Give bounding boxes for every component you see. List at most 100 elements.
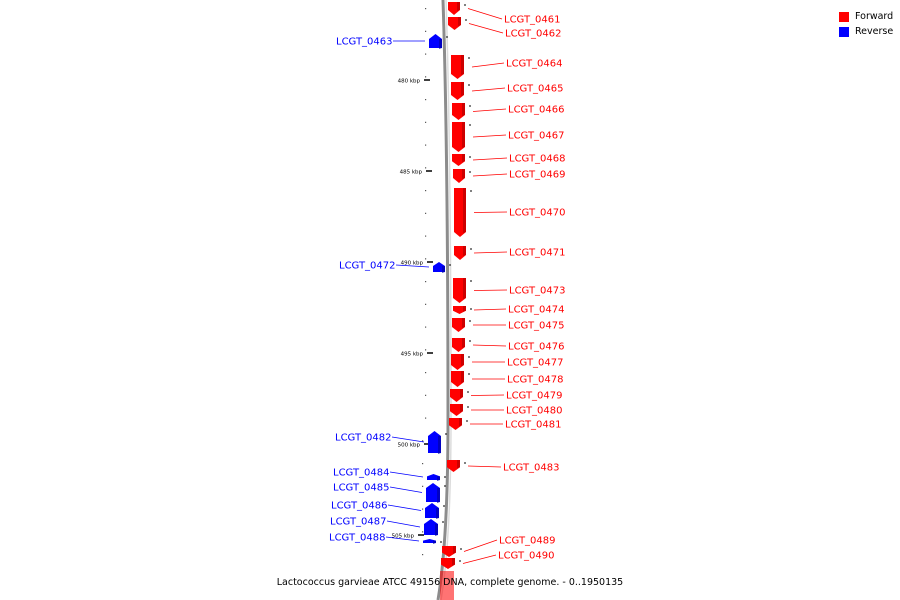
- gene-lcgt-0461[interactable]: LCGT_0461: [448, 2, 561, 26]
- gene-label[interactable]: LCGT_0484: [333, 468, 390, 479]
- gene-leader-line: [386, 520, 421, 528]
- gene-arrow[interactable]: [427, 474, 440, 480]
- gene-lcgt-0470[interactable]: LCGT_0470: [454, 188, 566, 237]
- gene-label[interactable]: LCGT_0490: [498, 551, 555, 562]
- gene-lcgt-0488[interactable]: LCGT_0488: [329, 533, 442, 545]
- gene-arrow[interactable]: [451, 55, 464, 79]
- gene-lcgt-0485[interactable]: LCGT_0485: [333, 483, 446, 504]
- gene-label[interactable]: LCGT_0488: [329, 533, 386, 544]
- gene-lcgt-0475[interactable]: LCGT_0475: [452, 318, 565, 332]
- gene-label[interactable]: LCGT_0480: [506, 406, 563, 417]
- gene-label[interactable]: LCGT_0474: [508, 305, 565, 316]
- gene-lcgt-0466[interactable]: LCGT_0466: [452, 103, 565, 120]
- gene-leader-line: [387, 504, 422, 511]
- gene-label[interactable]: LCGT_0481: [505, 420, 562, 431]
- gene-lcgt-0477[interactable]: LCGT_0477: [451, 354, 564, 370]
- gene-arrow[interactable]: [453, 278, 466, 303]
- gene-label[interactable]: LCGT_0489: [499, 536, 556, 547]
- gene-lcgt-0472[interactable]: LCGT_0472: [339, 261, 451, 274]
- gene-lcgt-0474[interactable]: LCGT_0474: [453, 305, 565, 316]
- gene-label[interactable]: LCGT_0470: [509, 208, 566, 219]
- gene-arrow[interactable]: [428, 431, 441, 453]
- gene-arrow[interactable]: [452, 122, 465, 152]
- gene-label[interactable]: LCGT_0472: [339, 261, 396, 272]
- gene-lcgt-0484[interactable]: LCGT_0484: [333, 468, 446, 482]
- gene-lcgt-0478[interactable]: LCGT_0478: [451, 371, 564, 387]
- gene-arrow[interactable]: [450, 389, 463, 402]
- gene-arrow-shade: [435, 524, 438, 536]
- minor-tick: [425, 53, 427, 55]
- gene-arrow[interactable]: [450, 404, 463, 416]
- minor-tick: [422, 554, 424, 556]
- gene-lcgt-0489[interactable]: LCGT_0489: [442, 536, 556, 558]
- gene-lcgt-0479[interactable]: LCGT_0479: [450, 389, 563, 402]
- gene-label[interactable]: LCGT_0486: [331, 501, 388, 512]
- gene-label[interactable]: LCGT_0461: [504, 15, 561, 26]
- gene-arrow[interactable]: [449, 418, 462, 430]
- gene-arrow[interactable]: [426, 483, 440, 502]
- gene-label[interactable]: LCGT_0478: [507, 375, 564, 386]
- gene-lcgt-0481[interactable]: LCGT_0481: [449, 418, 562, 431]
- gene-arrow[interactable]: [429, 34, 442, 48]
- gene-label[interactable]: LCGT_0469: [509, 170, 566, 181]
- minor-tick: [425, 190, 427, 192]
- gene-label[interactable]: LCGT_0463: [336, 37, 393, 48]
- gene-lcgt-0480[interactable]: LCGT_0480: [450, 404, 563, 417]
- gene-lcgt-0469[interactable]: LCGT_0469: [453, 169, 566, 183]
- gene-label[interactable]: LCGT_0479: [506, 391, 563, 402]
- gene-leader-line: [472, 134, 507, 138]
- gene-arrow[interactable]: [441, 558, 455, 569]
- gene-lcgt-0483[interactable]: LCGT_0483: [447, 460, 560, 474]
- gene-lcgt-0471[interactable]: LCGT_0471: [454, 246, 566, 260]
- gene-arrow-shade: [458, 17, 461, 26]
- gene-label[interactable]: LCGT_0482: [335, 433, 392, 444]
- gene-arrow[interactable]: [452, 318, 465, 332]
- gene-label[interactable]: LCGT_0468: [509, 154, 566, 165]
- gene-arrow[interactable]: [442, 546, 456, 557]
- gene-label[interactable]: LCGT_0465: [507, 84, 564, 95]
- gene-label[interactable]: LCGT_0475: [508, 321, 565, 332]
- gene-lcgt-0486[interactable]: LCGT_0486: [331, 501, 445, 520]
- gene-arrow-shade: [436, 508, 439, 519]
- gene-label[interactable]: LCGT_0476: [508, 342, 565, 353]
- gene-lcgt-0465[interactable]: LCGT_0465: [451, 82, 564, 100]
- gene-arrow[interactable]: [447, 460, 460, 472]
- gene-arrow[interactable]: [452, 103, 465, 120]
- gene-arrow-shade: [462, 154, 465, 163]
- gene-label[interactable]: LCGT_0477: [507, 358, 564, 369]
- gene-lcgt-0462[interactable]: LCGT_0462: [448, 17, 562, 40]
- minor-tick: [425, 8, 427, 10]
- gene-lcgt-0463[interactable]: LCGT_0463: [336, 34, 448, 49]
- gene-arrow[interactable]: [425, 503, 439, 518]
- gene-arrow[interactable]: [448, 17, 461, 30]
- gene-arrow[interactable]: [453, 306, 466, 314]
- gene-lcgt-0468[interactable]: LCGT_0468: [452, 154, 566, 167]
- gene-arrow[interactable]: [423, 539, 436, 543]
- gene-lcgt-0467[interactable]: LCGT_0467: [452, 122, 565, 152]
- gene-label[interactable]: LCGT_0471: [509, 248, 566, 259]
- gene-label[interactable]: LCGT_0485: [333, 483, 390, 494]
- gene-label[interactable]: LCGT_0483: [503, 463, 560, 474]
- gene-arrow[interactable]: [452, 154, 465, 166]
- gene-label[interactable]: LCGT_0464: [506, 59, 563, 70]
- minor-tick: [425, 394, 427, 396]
- gene-arrow[interactable]: [451, 371, 464, 387]
- minor-tick: [425, 349, 427, 351]
- gene-lcgt-0490[interactable]: LCGT_0490: [441, 551, 555, 570]
- gene-lcgt-0473[interactable]: LCGT_0473: [453, 278, 566, 303]
- gene-label[interactable]: LCGT_0466: [508, 105, 565, 116]
- gene-lcgt-0487[interactable]: LCGT_0487: [330, 517, 444, 537]
- gene-arrow[interactable]: [451, 82, 464, 100]
- gene-arrow[interactable]: [424, 519, 438, 535]
- gene-lcgt-0482[interactable]: LCGT_0482: [335, 431, 447, 454]
- gene-lcgt-0476[interactable]: LCGT_0476: [452, 338, 565, 353]
- scale-ticks: 480 kbp 485 kbp 490 kbp 495 kbp 500 kbp 505 k…: [392, 8, 433, 556]
- legend-item-reverse: Reverse: [839, 24, 893, 39]
- gene-label[interactable]: LCGT_0467: [508, 131, 565, 142]
- gene-label[interactable]: LCGT_0487: [330, 517, 387, 528]
- gene-label[interactable]: LCGT_0462: [505, 29, 562, 40]
- gene-lcgt-0464[interactable]: LCGT_0464: [451, 55, 563, 79]
- gene-arrow[interactable]: [452, 338, 465, 352]
- gene-arrow[interactable]: [451, 354, 464, 370]
- gene-label[interactable]: LCGT_0473: [509, 286, 566, 297]
